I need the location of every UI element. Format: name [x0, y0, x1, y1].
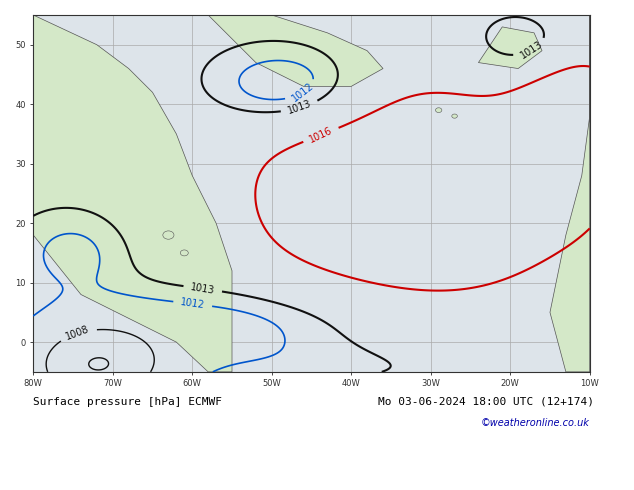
Text: 1016: 1016: [307, 125, 334, 145]
Text: Surface pressure [hPa] ECMWF: Surface pressure [hPa] ECMWF: [33, 397, 223, 407]
Text: ©weatheronline.co.uk: ©weatheronline.co.uk: [481, 418, 590, 428]
Text: 1012: 1012: [290, 81, 316, 104]
Polygon shape: [33, 15, 232, 372]
Text: 1013: 1013: [190, 282, 216, 295]
Text: 1013: 1013: [519, 40, 545, 61]
Text: Mo 03-06-2024 18:00 UTC (12+174): Mo 03-06-2024 18:00 UTC (12+174): [378, 397, 594, 407]
Polygon shape: [479, 27, 542, 69]
Circle shape: [452, 114, 457, 118]
Circle shape: [180, 250, 188, 256]
Text: 1012: 1012: [180, 297, 205, 311]
Circle shape: [436, 108, 442, 113]
Text: 1013: 1013: [287, 99, 313, 116]
Text: 1008: 1008: [65, 324, 91, 342]
Circle shape: [163, 231, 174, 239]
Polygon shape: [550, 15, 590, 372]
Polygon shape: [208, 15, 383, 86]
